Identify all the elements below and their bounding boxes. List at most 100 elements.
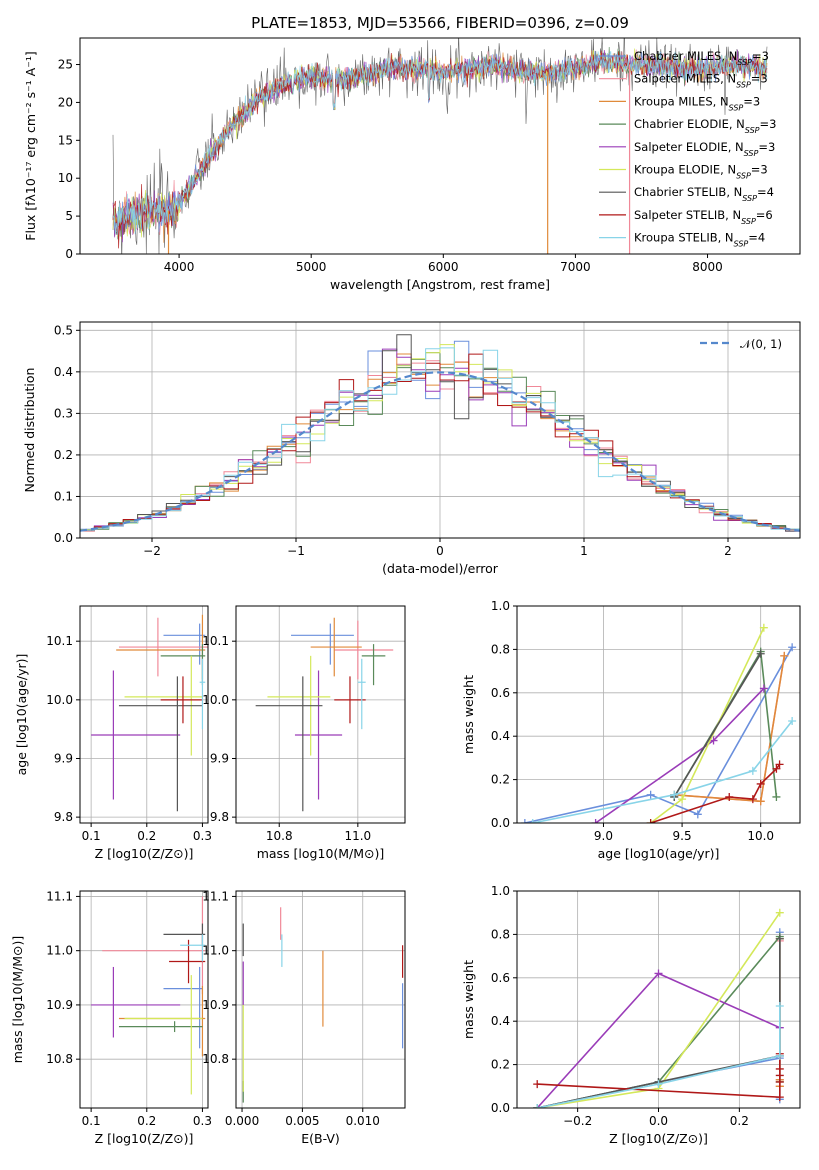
weight-point-marker xyxy=(775,1002,784,1011)
y-axis-label: age [log10(age/yr)] xyxy=(14,654,29,776)
x-tick-label: 0.2 xyxy=(730,1114,749,1128)
axes-frame xyxy=(79,37,801,255)
data-point xyxy=(163,966,203,1049)
data-point xyxy=(294,670,343,800)
weight-point-marker xyxy=(775,1064,784,1073)
plot-area xyxy=(520,623,797,823)
y-tick-label: 0.4 xyxy=(491,1014,510,1028)
plot-area xyxy=(533,908,784,1108)
axes-frame xyxy=(235,605,406,824)
legend-label: Kroupa ELODIE, NSSP=3 xyxy=(634,163,768,181)
panel-residuals: −2 −1 0 1 2 0.0 0.1 0.2 0.3 0.4 0.5 (data-model)/er… xyxy=(22,321,801,576)
y-tick-label: 11.0 xyxy=(202,944,229,958)
plot-area xyxy=(255,617,394,812)
weight-point-marker xyxy=(775,1093,784,1102)
x-tick-label: 10.8 xyxy=(266,829,293,843)
x-tick-label: 2 xyxy=(724,544,732,558)
y-tick-label: 0.2 xyxy=(54,448,73,462)
x-tick-label: −2 xyxy=(143,544,161,558)
y-axis-label: mass [log10(M/M⊙)] xyxy=(10,936,25,1064)
y-tick-label: 10.1 xyxy=(46,634,73,648)
data-point xyxy=(118,985,206,1057)
x-axis-label: (data-model)/error xyxy=(382,561,499,576)
y-tick-label: 10.0 xyxy=(202,693,229,707)
y-tick-label: 0.0 xyxy=(54,531,73,545)
data-point xyxy=(180,934,206,962)
x-tick-label: 0.005 xyxy=(285,1114,319,1128)
y-tick-label: 9.9 xyxy=(54,751,73,765)
figure-content: 4000 5000 6000 7000 80000510152025wavelength… xyxy=(10,37,801,1146)
x-axis-label: E(B-V) xyxy=(301,1131,340,1146)
weight-point-marker xyxy=(775,760,784,769)
x-axis-label: age [log10(age/yr)] xyxy=(598,846,720,861)
weight-point-marker xyxy=(756,779,765,788)
weight-point-marker xyxy=(646,790,655,799)
x-tick-label: 11.0 xyxy=(344,829,371,843)
weight-point-marker xyxy=(788,717,797,726)
weight-point-marker xyxy=(759,623,768,632)
axes-frame xyxy=(516,890,801,1109)
y-tick-label: 0.6 xyxy=(491,971,510,985)
data-point xyxy=(163,623,206,665)
plot-area xyxy=(112,38,768,254)
axes-frame xyxy=(79,890,209,1109)
legend-label: Salpeter MILES, NSSP=3 xyxy=(634,72,768,90)
weight-point-marker xyxy=(775,934,784,943)
data-point xyxy=(91,670,181,800)
weight-point-marker xyxy=(646,819,655,823)
x-tick-label: 4000 xyxy=(164,260,195,274)
weight-point-marker xyxy=(756,797,765,806)
weight-point-marker xyxy=(775,908,784,917)
data-point xyxy=(255,676,323,812)
y-tick-label: 10.0 xyxy=(46,693,73,707)
weight-point-marker xyxy=(520,819,529,823)
x-axis-label: mass [log10(M/M⊙)] xyxy=(257,846,385,861)
y-axis-label: Normed distribution xyxy=(22,368,37,493)
y-tick-label: 11.1 xyxy=(46,889,73,903)
data-point xyxy=(118,617,208,677)
plot-area xyxy=(91,614,208,812)
x-axis-label: Z [log10(Z/Z⊙)] xyxy=(95,1131,194,1146)
y-tick-label: 0.3 xyxy=(54,406,73,420)
weight-series-line xyxy=(524,646,793,823)
weight-point-marker xyxy=(654,969,663,978)
weight-series-line xyxy=(673,653,762,798)
legend-label: Kroupa STELIB, NSSP=4 xyxy=(634,231,765,249)
weight-point-marker xyxy=(533,1080,542,1089)
weight-point-marker xyxy=(654,1080,663,1089)
y-tick-label: 10.8 xyxy=(46,1052,73,1066)
y-tick-label: 10.9 xyxy=(202,998,229,1012)
spectrum-line xyxy=(112,51,768,235)
x-tick-label: 7000 xyxy=(560,260,591,274)
weight-point-marker xyxy=(775,1051,784,1060)
gaussian-reference xyxy=(80,371,800,532)
x-tick-label: 0.2 xyxy=(137,829,156,843)
x-tick-label: 0.3 xyxy=(193,829,212,843)
y-tick-label: 0.5 xyxy=(54,323,73,337)
weight-point-marker xyxy=(748,766,757,775)
x-tick-label: 0.1 xyxy=(82,829,101,843)
y-tick-label: 10.1 xyxy=(202,634,229,648)
y-axis-label: Flux [fλ10⁻¹⁷ erg cm⁻² s⁻¹ A⁻¹] xyxy=(23,51,38,240)
y-tick-label: 0.2 xyxy=(491,773,510,787)
weight-point-marker xyxy=(678,795,687,804)
x-tick-label: 0.000 xyxy=(225,1114,259,1128)
weight-point-marker xyxy=(725,792,734,801)
weight-point-marker xyxy=(670,790,679,799)
y-tick-label: 0.0 xyxy=(491,1101,510,1115)
x-axis-label: Z [log10(Z/Z⊙)] xyxy=(95,846,194,861)
data-point xyxy=(118,1021,203,1033)
y-tick-label: 10.9 xyxy=(46,998,73,1012)
y-tick-label: 11.0 xyxy=(46,944,73,958)
histogram-series xyxy=(80,348,800,532)
legend-label: Chabrier STELIB, NSSP=4 xyxy=(634,185,774,203)
x-tick-label: 6000 xyxy=(428,260,459,274)
legend-label: Salpeter STELIB, NSSP=6 xyxy=(634,208,773,226)
weight-series-line xyxy=(537,938,781,1108)
y-tick-label: 0.6 xyxy=(491,686,510,700)
weight-point-marker xyxy=(780,651,789,660)
weight-series-line xyxy=(650,763,781,823)
x-tick-label: 8000 xyxy=(692,260,723,274)
y-tick-label: 0 xyxy=(65,247,73,261)
data-point xyxy=(118,676,203,812)
